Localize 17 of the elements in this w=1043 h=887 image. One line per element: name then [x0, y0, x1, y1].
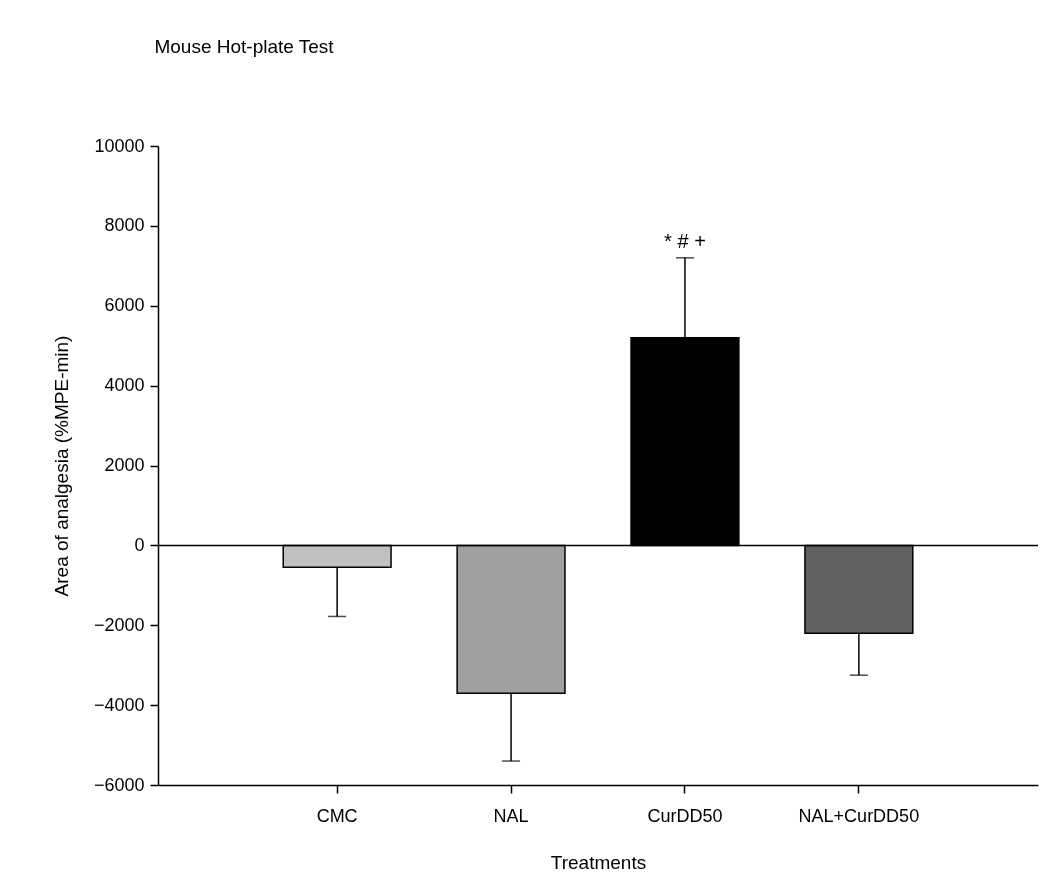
y-tick-label: −6000: [93, 774, 145, 795]
y-tick-label: −4000: [93, 694, 145, 715]
x-tick-label: CMC: [316, 805, 358, 826]
y-tick-label: 4000: [104, 375, 145, 396]
x-axis-title: Treatments: [550, 851, 647, 873]
chart-title: Mouse Hot-plate Test: [154, 36, 335, 57]
x-tick-label: NAL+CurDD50: [798, 805, 920, 826]
y-tick-label: −2000: [93, 614, 145, 635]
y-tick-label: 8000: [104, 215, 145, 236]
y-tick-label: 6000: [104, 295, 145, 316]
x-tick-label: CurDD50: [647, 805, 723, 826]
x-tick-label: NAL: [493, 805, 529, 826]
y-tick-label: 2000: [104, 455, 145, 475]
annotation: * # +: [664, 229, 706, 252]
y-tick-label: 10000: [94, 135, 145, 156]
y-tick-label: 0: [134, 534, 145, 555]
y-axis-title: Area of analgesia (%MPE-min): [50, 335, 72, 597]
